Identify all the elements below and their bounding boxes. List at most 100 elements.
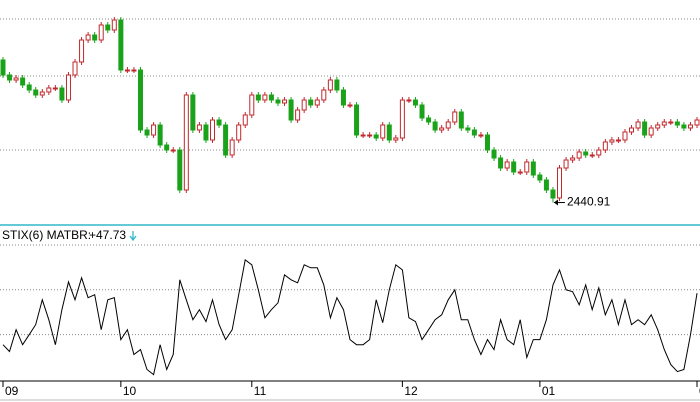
candle-body: [20, 77, 26, 86]
candle-body: [170, 149, 176, 152]
candle-body: [517, 171, 523, 174]
candle-body: [98, 24, 104, 41]
candle-body: [596, 149, 602, 156]
candle-body: [478, 134, 484, 137]
candle-body: [426, 117, 432, 123]
candle-body: [118, 19, 124, 71]
candle-body: [687, 124, 693, 129]
candle-body: [484, 134, 490, 151]
candle-body: [367, 134, 373, 137]
candle-body: [236, 124, 242, 141]
candle-body: [576, 151, 582, 159]
candle-body: [622, 131, 628, 141]
candle-body: [151, 124, 157, 136]
candle-body: [275, 99, 281, 104]
candle-body: [661, 121, 667, 126]
down-arrow-icon: [129, 231, 137, 242]
candle-body: [216, 119, 222, 126]
annotation-arrowhead: [553, 199, 558, 206]
candle-body: [465, 127, 471, 131]
candle-body: [340, 89, 346, 106]
candle-body: [543, 179, 549, 191]
candle-body: [124, 69, 130, 72]
candle-body: [190, 94, 196, 131]
candle-body: [295, 109, 301, 121]
candle-body: [33, 89, 39, 96]
candle-body: [334, 79, 340, 91]
candle-body: [39, 91, 45, 96]
candle-body: [412, 99, 418, 106]
candle-body: [144, 129, 150, 136]
annotation-label: 2440.91: [567, 195, 611, 209]
candle-body: [347, 104, 353, 107]
candle-body: [268, 94, 274, 101]
candle-body: [511, 161, 517, 173]
candle-body: [491, 149, 497, 159]
candle-body: [26, 84, 32, 91]
candle-body: [530, 161, 536, 176]
candle-body: [458, 111, 464, 129]
candle-body: [85, 34, 91, 41]
candle-body: [360, 134, 366, 137]
candle-body: [537, 174, 543, 181]
candle-body: [282, 99, 288, 104]
candle-body: [583, 151, 589, 156]
x-tick-label: 10: [123, 384, 137, 398]
candle-body: [445, 121, 451, 129]
candle-body: [393, 137, 399, 141]
candle-body: [0, 59, 6, 76]
candle-body: [229, 139, 235, 156]
candle-body: [419, 104, 425, 119]
candle-body: [386, 124, 392, 141]
indicator-value: +47.73: [89, 228, 126, 242]
x-tick-label: 01: [542, 384, 556, 398]
candle-body: [609, 139, 615, 143]
candle-body: [137, 69, 143, 131]
x-tick-label: 09: [5, 384, 19, 398]
candle-body: [314, 99, 320, 106]
candle-body: [524, 161, 530, 173]
candle-body: [439, 127, 445, 131]
candle-body: [72, 61, 78, 76]
candle-body: [380, 124, 386, 139]
indicator-line: [2, 259, 698, 376]
candle-body: [7, 74, 13, 81]
candle-body: [157, 124, 163, 146]
candle-body: [668, 121, 674, 124]
candle-body: [321, 89, 327, 101]
candle-body: [557, 167, 563, 199]
candle-body: [550, 189, 556, 199]
candle-body: [196, 124, 202, 131]
candle-body: [105, 24, 111, 31]
candle-body: [242, 114, 248, 126]
candle-body: [674, 121, 680, 126]
candle-body: [249, 94, 255, 116]
candle-body: [635, 121, 641, 129]
candle-body: [629, 127, 635, 133]
candle-body: [92, 34, 98, 41]
candle-body: [79, 39, 85, 63]
candle-body: [615, 139, 621, 142]
candle-body: [498, 157, 504, 169]
candle-body: [406, 99, 412, 102]
candle-body: [131, 69, 137, 72]
x-tick-label: 12: [404, 384, 418, 398]
candle-body: [602, 141, 608, 151]
candle-body: [164, 144, 170, 151]
candle-body: [373, 134, 379, 139]
candle-body: [655, 124, 661, 129]
candle-body: [203, 124, 209, 141]
candle-body: [52, 87, 58, 90]
candle-body: [223, 124, 229, 156]
candle-body: [59, 87, 65, 101]
candle-body: [13, 77, 19, 81]
indicator-title: STIX(6) MATBR:: [2, 228, 91, 242]
candle-body: [642, 121, 648, 136]
candle-body: [308, 99, 314, 106]
candle-body: [327, 79, 333, 91]
candle-body: [65, 74, 71, 101]
candle-body: [46, 87, 52, 93]
x-tick-label: 11: [254, 384, 267, 398]
candle-body: [504, 161, 510, 169]
